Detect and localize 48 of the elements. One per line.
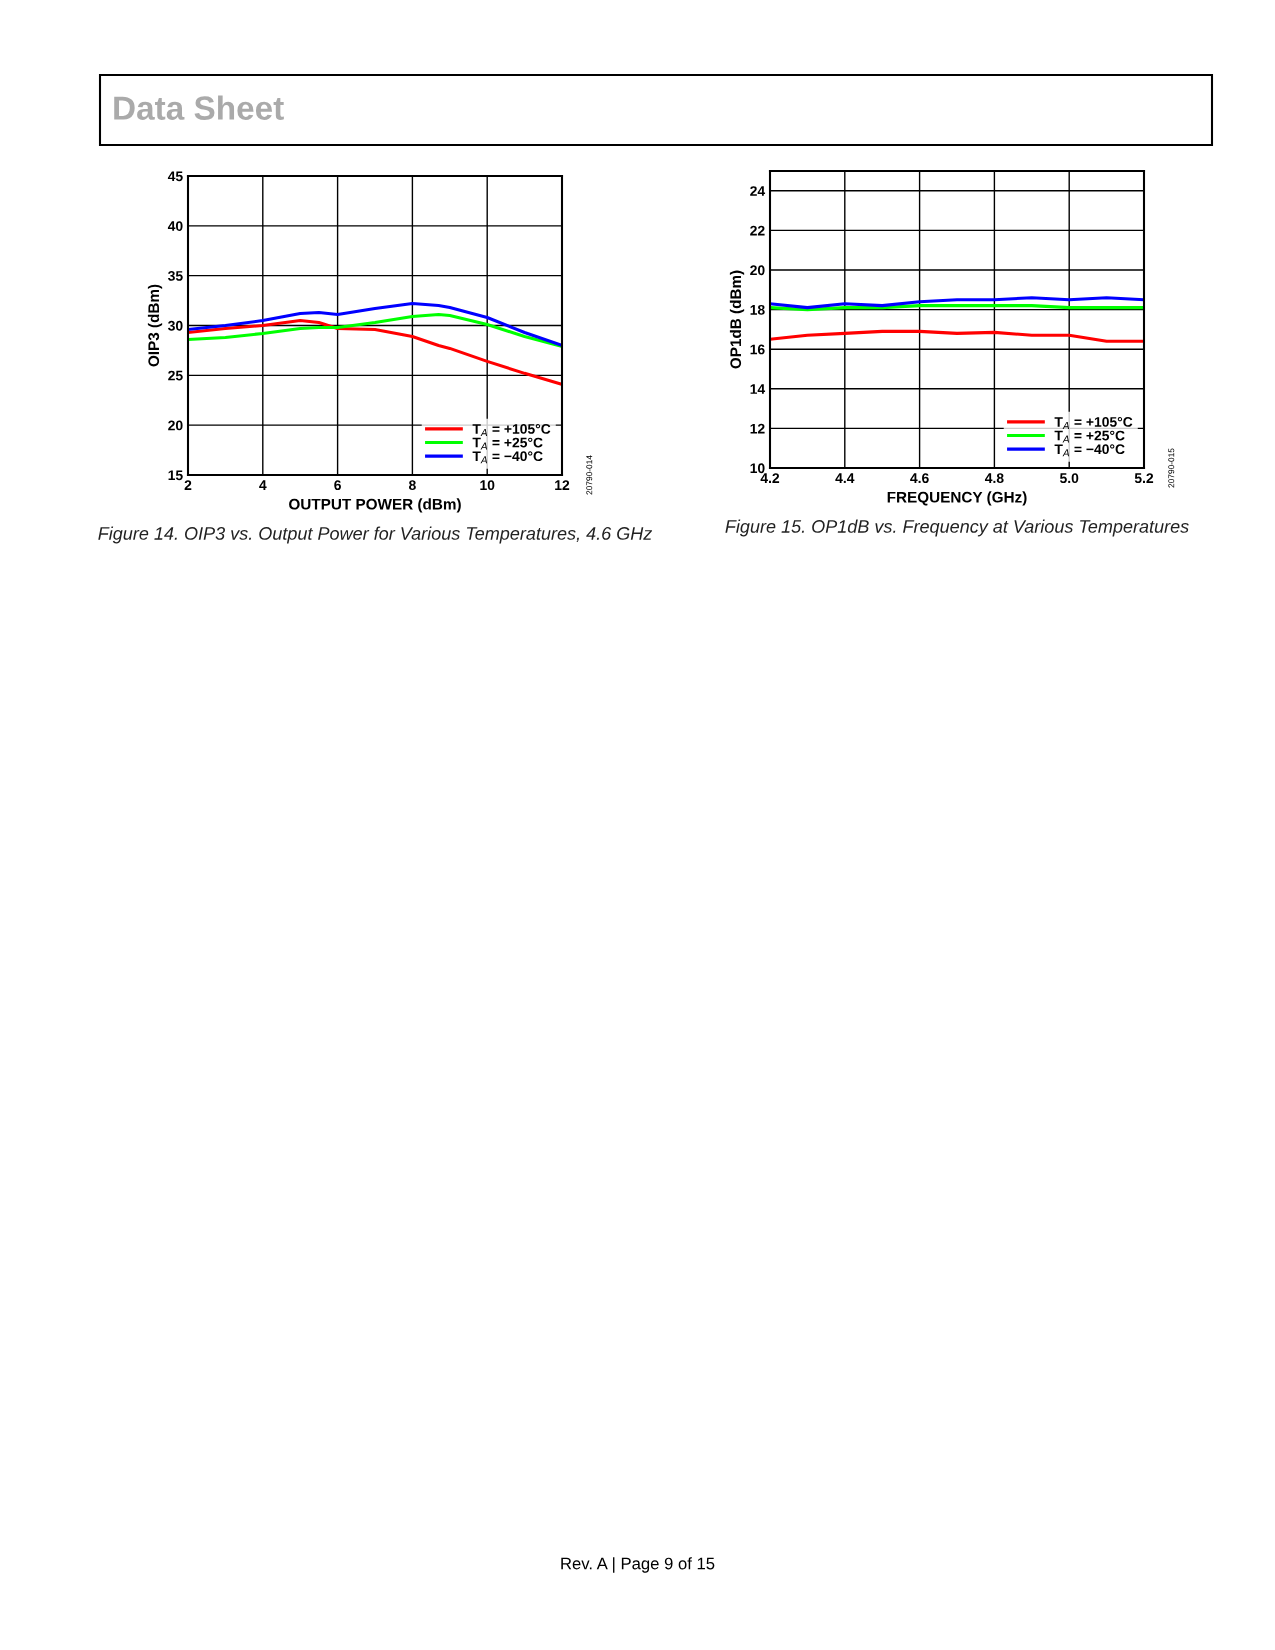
- y-tick-label: 10: [750, 463, 765, 474]
- legend-label: T$_{A}$ = −40°C: [1054, 444, 1125, 457]
- x-tick-label: 4.6: [910, 473, 929, 484]
- line-series: [188, 313, 562, 348]
- line-series: [188, 302, 562, 347]
- x-tick-label: 4.2: [760, 473, 780, 483]
- y-tick-label: 25: [168, 370, 183, 381]
- y-tick-label: 40: [167, 221, 183, 231]
- x-tick-label: 4: [259, 480, 267, 490]
- y-tick-label: 35: [168, 271, 183, 281]
- y-tick-label: 16: [750, 344, 765, 355]
- text: Data Sheet: [114, 95, 284, 120]
- text: 20790-014: [586, 455, 593, 495]
- y-tick-label: 20: [168, 420, 183, 431]
- caption: Figure 15. OP1dB vs. Frequency at Various Temperatures: [725, 519, 1189, 537]
- legend-label: T$_{A}$ = +105°C: [472, 424, 551, 436]
- legend-label: T$_{A}$ = −40°C: [472, 451, 543, 464]
- x-tick-label: 4.4: [835, 473, 855, 483]
- y-axis-title: OIP3 (dBm): [147, 284, 163, 367]
- legend-label: T$_{A}$ = +25°C: [472, 437, 543, 450]
- y-tick-label: 30: [168, 320, 183, 331]
- y-tick-label: 15: [168, 470, 183, 481]
- caption: Figure 14. OIP3 vs. Output Power for Various Temperatures, 4.6 GHz: [98, 526, 653, 544]
- x-tick-label: 12: [555, 480, 570, 490]
- x-tick-label: 8: [408, 480, 416, 491]
- y-tick-label: 14: [750, 384, 766, 394]
- y-tick-label: 12: [750, 423, 765, 434]
- x-tick-label: 5.0: [1059, 473, 1079, 484]
- text: 20790-015: [1168, 448, 1175, 488]
- legend-label: T$_{A}$ = +25°C: [1054, 430, 1125, 443]
- y-tick-label: 45: [167, 171, 183, 182]
- y-tick-label: 22: [750, 225, 765, 236]
- y-tick-label: 24: [750, 186, 766, 196]
- x-tick-label: 10: [480, 480, 495, 491]
- y-axis-title: OP1dB (dBm): [729, 270, 745, 369]
- x-tick-label: 6: [334, 480, 341, 491]
- x-tick-label: 5.2: [1134, 473, 1154, 484]
- y-tick-label: 20: [750, 265, 765, 276]
- line-series: [770, 329, 1144, 343]
- x-tick-label: 2: [184, 480, 192, 490]
- x-tick-label: 4.8: [984, 473, 1004, 484]
- y-tick-label: 18: [750, 304, 765, 315]
- text: Rev. A | Page 9 of 15: [561, 1557, 715, 1573]
- x-axis-title: OUTPUT POWER (dBm): [289, 498, 461, 513]
- line-series: [770, 296, 1144, 310]
- legend-label: T$_{A}$ = +105°C: [1054, 417, 1133, 429]
- x-axis-title: FREQUENCY (GHz): [887, 491, 1027, 506]
- line-series: [188, 318, 562, 386]
